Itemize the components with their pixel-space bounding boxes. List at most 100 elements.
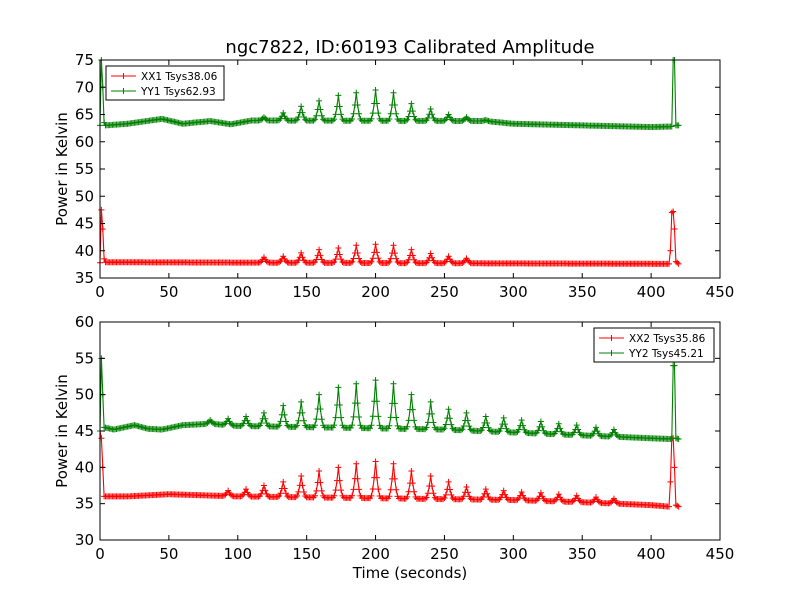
- data-point-1-1-241: [429, 410, 436, 417]
- data-point-1-1-316: [532, 430, 539, 437]
- data-point-1-0-330: [551, 497, 558, 504]
- data-point-1-1-130: [276, 422, 283, 429]
- data-point-0-1-142: [292, 117, 299, 124]
- data-point-1-1-251: [442, 421, 449, 428]
- data-point-0-1-184: [350, 110, 357, 117]
- data-point-1-1-107: [244, 417, 251, 424]
- y-tick-label-0-1: 40: [75, 242, 94, 260]
- data-point-1-0-149: [302, 492, 309, 499]
- data-point-0-0-253: [445, 253, 452, 260]
- data-point-1-1-302: [513, 429, 520, 436]
- data-point-0-1-174: [336, 103, 343, 110]
- data-point-0-0-3: [101, 255, 108, 262]
- data-point-1-0-171: [332, 487, 339, 494]
- data-point-0-1-171: [332, 111, 339, 118]
- data-point-1-1-215: [393, 414, 400, 421]
- data-point-1-1-136: [284, 422, 291, 429]
- data-point-1-0-157: [313, 487, 320, 494]
- x-tick-label-0-8: 400: [637, 283, 666, 301]
- data-point-0-1-159: [316, 97, 323, 104]
- data-point-1-1-255: [448, 421, 455, 428]
- data-point-1-1-281: [484, 419, 491, 426]
- data-point-1-1-318: [535, 427, 542, 434]
- data-point-0-0-160: [317, 252, 324, 259]
- data-point-0-1-240: [427, 106, 434, 113]
- data-point-0-0-173: [335, 245, 342, 252]
- data-point-1-0-291: [497, 494, 504, 501]
- data-point-1-0-357: [588, 499, 595, 506]
- data-point-1-0-320: [537, 489, 544, 496]
- data-point-1-1-186: [353, 380, 360, 387]
- y-tick-label-1-2: 40: [75, 458, 94, 476]
- data-point-1-1-82: [209, 419, 216, 426]
- data-point-1-1-294: [502, 421, 509, 428]
- data-point-1-1-373: [610, 426, 617, 433]
- data-point-0-1-264: [460, 117, 467, 124]
- data-point-1-1-347: [575, 426, 582, 433]
- data-point-1-0-188: [356, 486, 363, 493]
- data-point-1-0-240: [427, 473, 434, 480]
- data-point-1-0-184: [350, 486, 357, 493]
- data-point-1-0-256: [449, 495, 456, 502]
- x-tick-label-1-8: 400: [637, 545, 666, 563]
- data-point-1-0-413: [666, 503, 673, 510]
- data-point-1-0-175: [338, 487, 345, 494]
- data-point-0-0-133: [280, 253, 287, 260]
- data-point-0-1-226: [408, 100, 415, 107]
- data-point-1-0-343: [569, 498, 576, 505]
- data-point-1-1-78: [204, 419, 211, 426]
- data-point-1-0-293: [500, 487, 507, 494]
- data-point-1-0-198: [369, 486, 376, 493]
- data-point-1-1-157: [313, 416, 320, 423]
- data-point-1-1-307: [519, 422, 526, 429]
- data-point-0-1-198: [369, 110, 376, 117]
- data-point-0-0-268: [466, 259, 473, 266]
- data-point-1-1-262: [457, 427, 464, 434]
- data-point-1-1-175: [338, 414, 345, 421]
- data-point-1-1-254: [446, 415, 453, 422]
- data-point-1-0-159: [316, 467, 323, 474]
- data-point-1-0-253: [445, 478, 452, 485]
- data-point-0-0-187: [354, 250, 361, 257]
- data-point-1-1-361: [594, 428, 601, 435]
- data-point-1-1-283: [486, 427, 493, 434]
- data-point-0-0-229: [412, 259, 419, 266]
- data-point-1-1-104: [240, 420, 247, 427]
- data-point-1-1-253: [445, 406, 452, 413]
- data-point-0-0-241: [429, 254, 436, 261]
- data-point-1-0-237: [423, 494, 430, 501]
- data-point-1-0-333: [555, 491, 562, 498]
- x-tick-label-1-2: 100: [223, 545, 252, 563]
- data-point-1-1-290: [496, 428, 503, 434]
- x-tick-label-0-5: 250: [430, 283, 459, 301]
- y-tick-label-0-3: 50: [75, 187, 94, 205]
- data-point-0-0-215: [393, 255, 400, 262]
- data-point-1-1-173: [335, 384, 342, 391]
- data-point-1-0-294: [502, 491, 509, 498]
- data-point-1-0-317: [533, 497, 540, 504]
- legend-label-1-0: XX2 Tsys35.86: [629, 333, 706, 345]
- data-point-1-0-210: [386, 493, 393, 500]
- data-point-1-0-147: [299, 482, 306, 489]
- data-point-1-0-161: [318, 487, 325, 494]
- data-point-1-1-174: [336, 402, 343, 409]
- data-point-1-1-200: [372, 377, 379, 384]
- data-point-0-1-211: [387, 110, 394, 117]
- x-tick-label-1-3: 150: [292, 545, 321, 563]
- y-tick-label-0-4: 55: [75, 160, 94, 178]
- data-point-1-0-303: [514, 496, 521, 503]
- data-point-1-0-323: [542, 497, 549, 504]
- y-tick-label-0-2: 45: [75, 215, 94, 233]
- data-point-0-0-224: [405, 256, 412, 263]
- data-point-1-1-227: [409, 406, 416, 413]
- data-point-1-1-266: [463, 409, 470, 416]
- x-tick-label-1-5: 250: [430, 545, 459, 563]
- data-point-1-0-135: [283, 490, 289, 497]
- data-point-1-1-198: [369, 413, 376, 420]
- data-point-1-1-237: [423, 424, 430, 431]
- data-point-1-0-144: [295, 488, 302, 495]
- data-point-1-0-269: [467, 495, 474, 502]
- data-point-1-1-146: [298, 398, 305, 405]
- bottom-panel: 0 50 100 150 200 250 300 350 400 450 30 35 40 45 50 55 6…: [53, 313, 734, 563]
- data-point-1-1-333: [555, 420, 562, 427]
